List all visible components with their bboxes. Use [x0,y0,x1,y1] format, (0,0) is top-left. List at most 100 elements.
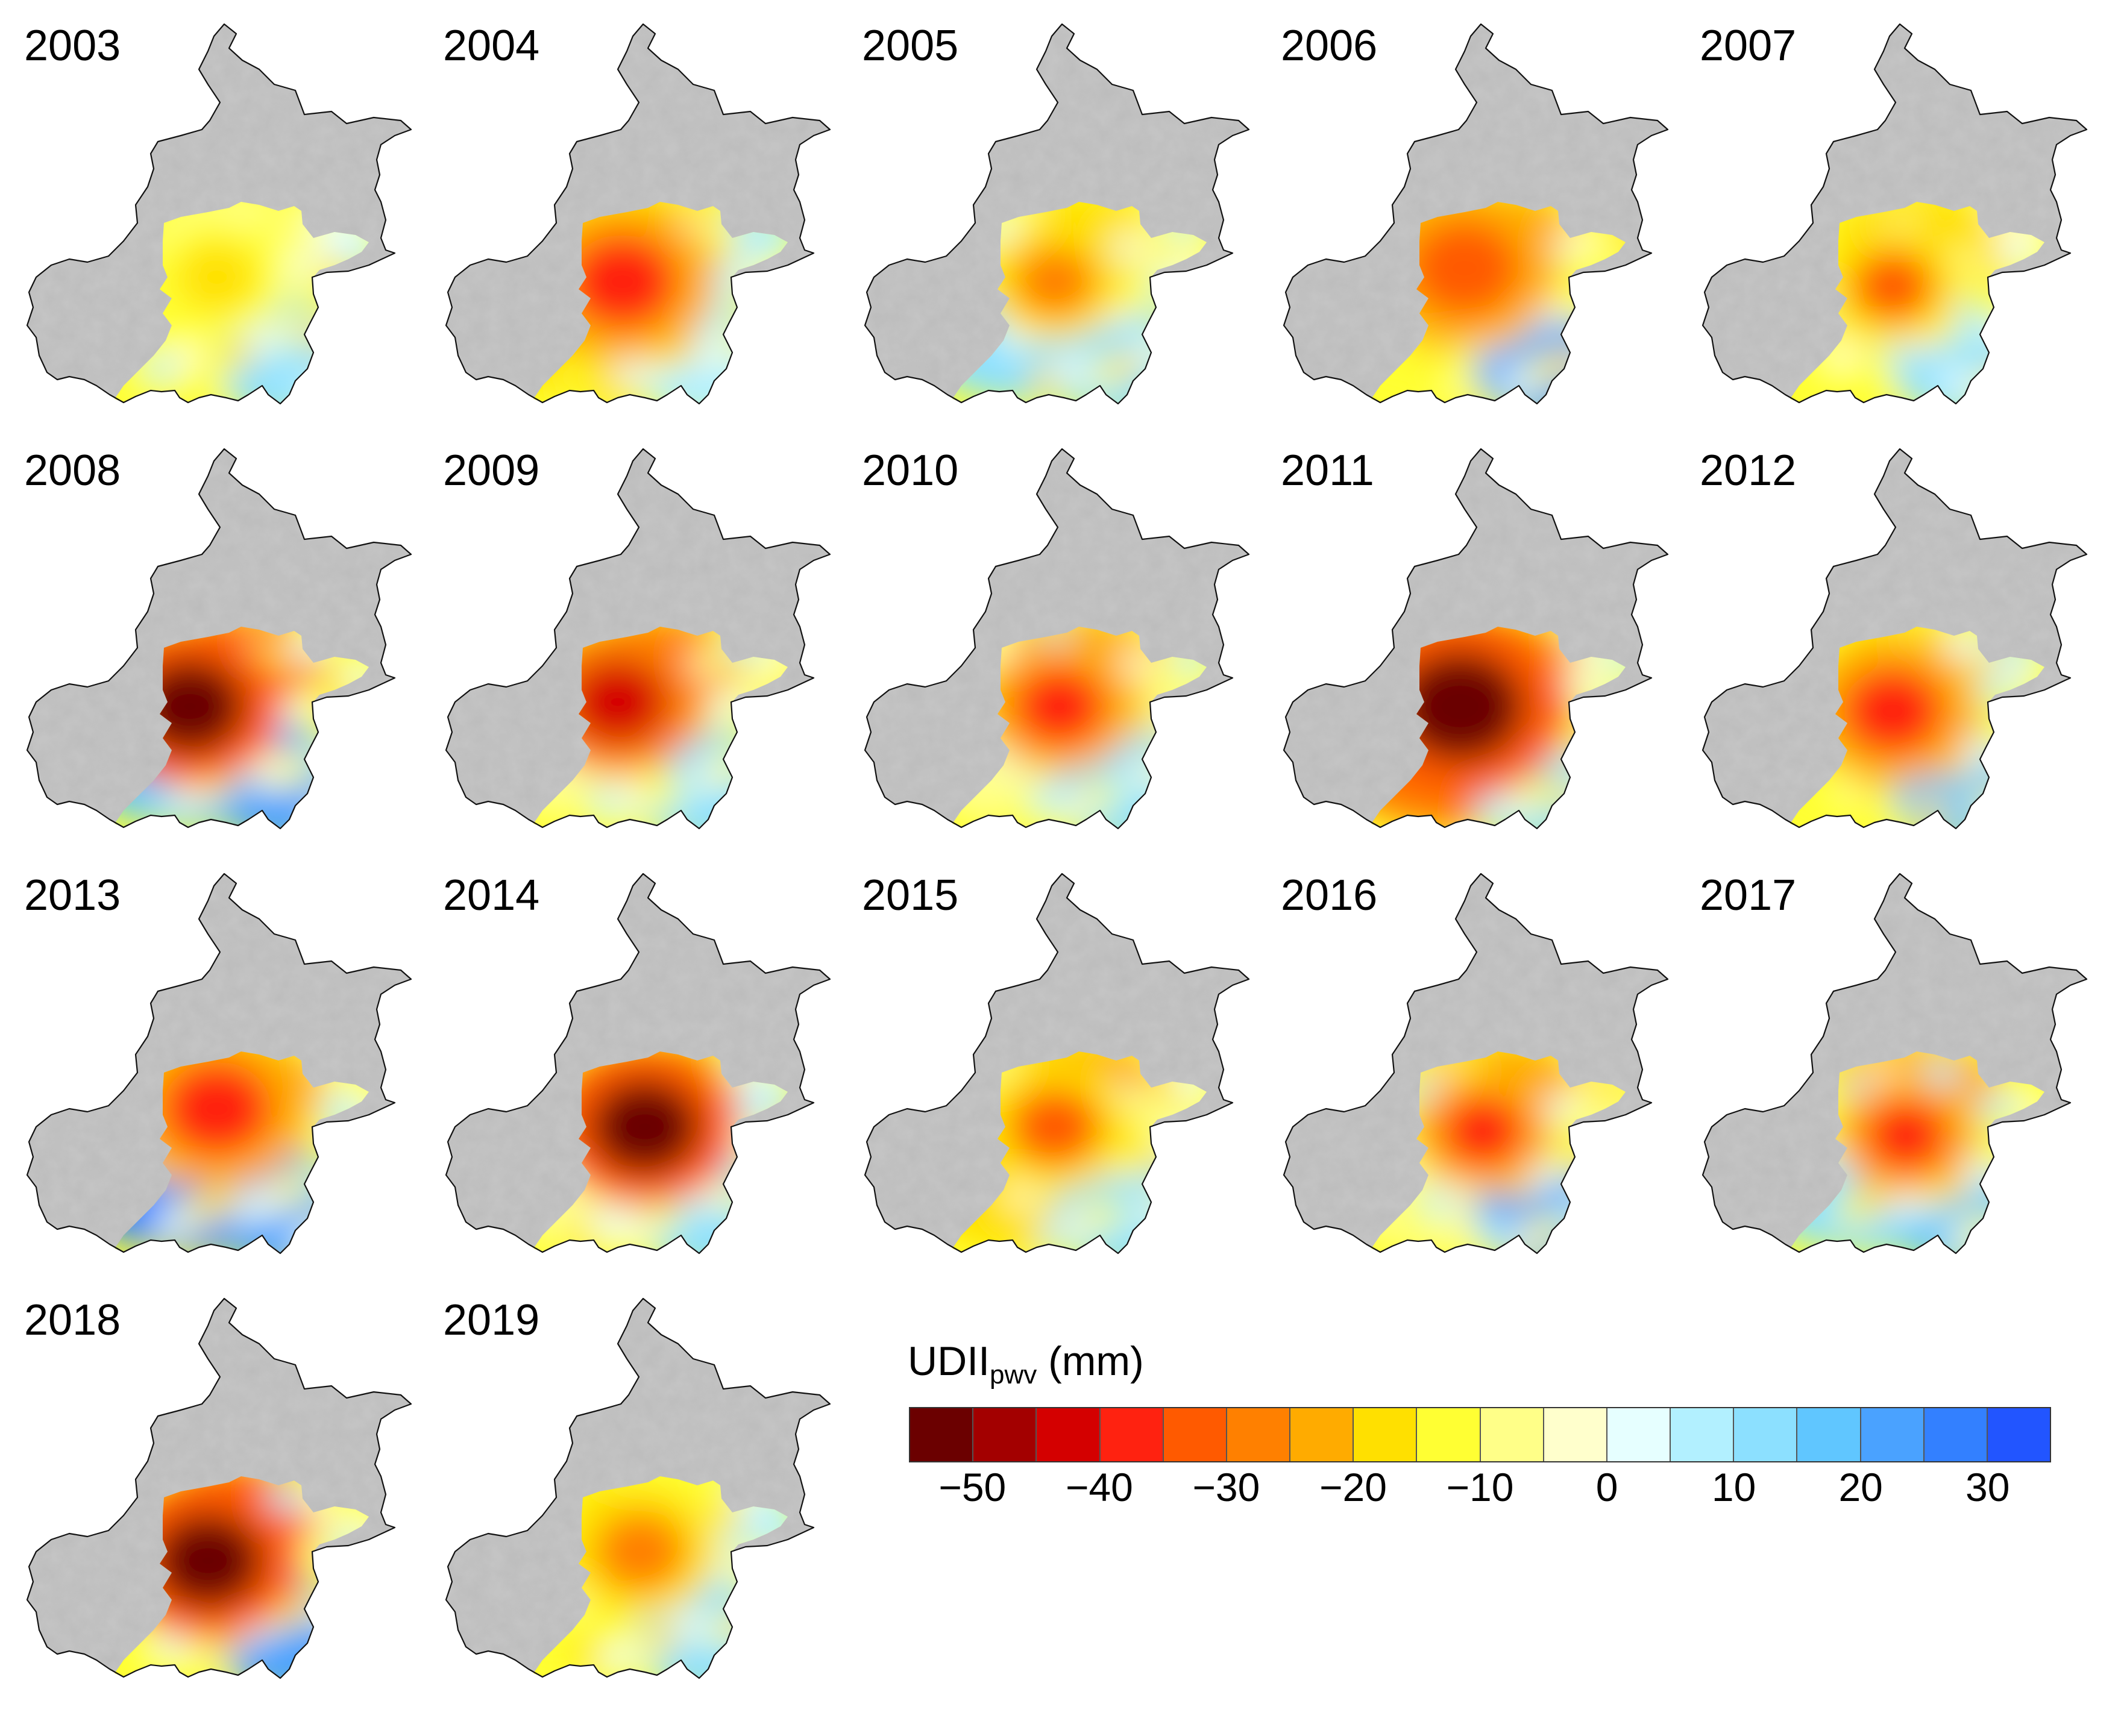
speckle [729,1186,765,1215]
speckle [753,1595,788,1625]
speckle [1148,273,1185,302]
boundary-2012 [1702,448,2088,830]
map-2011 [1283,448,1669,830]
speckle [1548,1149,1585,1179]
map-panel-2010: 2010 [838,425,1260,847]
speckle [2019,1153,2044,1182]
map-panel-2009: 2009 [419,425,841,847]
speckle [306,1161,342,1190]
legend-swatch [1417,1408,1481,1461]
year-label-2007: 2007 [1700,22,1797,70]
speckle [729,1606,766,1635]
speckle [1572,718,1609,748]
legend-swatch [1227,1408,1291,1461]
year-label-2018: 2018 [24,1296,121,1344]
map-2010 [864,448,1250,830]
speckle [313,375,350,404]
legend-swatch [1544,1408,1607,1461]
speckle [721,1552,758,1581]
speckle [1547,348,1583,377]
speckle [2018,771,2044,800]
legend-swatch [1163,1408,1227,1461]
speckle [1946,629,1983,659]
map-panel-2014: 2014 [419,850,841,1271]
speckle [1970,373,2006,403]
legend-title-unit: (mm) [1037,1338,1144,1384]
legend-swatch [1797,1408,1861,1461]
speckle [1596,1127,1626,1157]
map-panel-2005: 2005 [838,0,1260,422]
speckle [1117,650,1154,679]
speckle [336,365,369,394]
speckle [2028,1207,2044,1236]
boundary-2007 [1702,23,2088,405]
urban-core [1397,651,1524,762]
boundary-2016 [1283,873,1669,1255]
speckle [1134,1140,1171,1170]
speckle [1970,792,2007,822]
speckle [1604,762,1626,792]
speckle [1562,282,1599,312]
map-panel-2008: 2008 [0,425,422,847]
speckle [281,1172,318,1202]
legend-swatch [1987,1408,2050,1461]
speckle [744,1121,781,1150]
speckle [718,330,755,359]
legend-swatch [1924,1408,1988,1461]
map-panel-2017: 2017 [1676,850,2097,1271]
speckle [347,1221,369,1250]
legend-tick: −10 [1446,1465,1514,1509]
speckle [1190,753,1207,783]
boundary-2019 [445,1297,831,1679]
urban-core [1014,246,1096,317]
speckle [1994,782,2031,811]
year-label-2014: 2014 [443,871,540,920]
speckle [315,1597,352,1626]
map-2005 [864,23,1250,405]
map-panel-2006: 2006 [1257,0,1679,422]
speckle [1181,278,1207,308]
speckle [1557,1204,1594,1233]
speckle [339,1586,369,1615]
speckle [1554,227,1591,257]
map-panel-2019: 2019 [419,1274,841,1696]
speckle [2010,716,2044,746]
udii-field-2019 [533,1476,788,1678]
year-label-2013: 2013 [24,871,121,920]
legend-swatch [973,1408,1037,1461]
speckle [1580,773,1617,803]
boundary-2004 [445,23,831,405]
speckle [2003,1218,2040,1247]
speckle [1947,1223,1984,1253]
boundary-2018 [26,1297,412,1679]
boundary-2009 [445,448,831,830]
speckle [711,695,748,725]
legend-title-sub: pwv [990,1360,1037,1390]
speckle [1166,1184,1203,1214]
legend-tick: −30 [1192,1465,1260,1509]
legend-colorbar [909,1407,2051,1462]
map-2007 [1702,23,2088,405]
speckle [743,319,779,348]
boundary-2014 [445,873,831,1255]
speckle [672,1611,709,1641]
speckle [353,719,369,748]
udii-field-2016 [1371,1051,1626,1253]
speckle [313,795,350,825]
legend-swatch [1100,1408,1164,1461]
speckle [752,1175,788,1205]
speckle [719,750,756,779]
speckle [2017,351,2044,380]
map-2012 [1702,448,2088,830]
urban-core [1410,221,1519,315]
map-panel-2003: 2003 [0,0,422,422]
year-label-2016: 2016 [1281,871,1378,920]
speckle [1970,1212,2007,1242]
year-label-2011: 2011 [1281,447,1374,495]
map-panel-2018: 2018 [0,1274,422,1696]
legend-swatch [1480,1408,1544,1461]
speckle [167,343,204,372]
speckle [761,1650,788,1678]
year-label-2010: 2010 [862,447,959,495]
legend-swatch [1354,1408,1418,1461]
